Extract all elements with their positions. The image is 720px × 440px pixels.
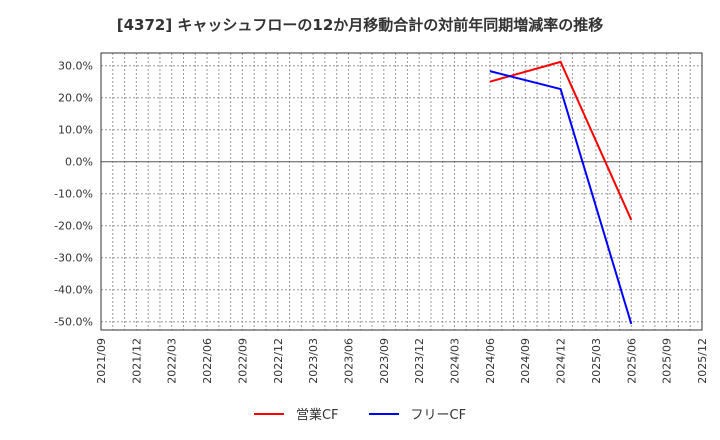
- y-tick-label: -10.0%: [54, 188, 93, 201]
- series-line: [489, 60, 633, 221]
- chart-title: [4372] キャッシュフローの12か月移動合計の対前年同期増減率の推移: [116, 16, 604, 34]
- x-tick-label: 2022/09: [236, 338, 249, 384]
- x-tick-label: 2025/06: [625, 338, 638, 384]
- x-tick-label: 2023/03: [307, 338, 320, 384]
- legend-label: フリーCF: [410, 408, 467, 423]
- x-tick-label: 2022/03: [166, 338, 179, 384]
- y-tick-label: 0.0%: [65, 156, 93, 169]
- y-tick-label: 30.0%: [58, 60, 93, 73]
- y-tick-label: -30.0%: [54, 252, 93, 265]
- legend: 営業CF フリーCF: [0, 404, 720, 423]
- x-tick-label: 2022/06: [201, 338, 214, 384]
- legend-item-operating-cf: 営業CF: [253, 404, 339, 423]
- x-tick-label: 2024/06: [484, 338, 497, 384]
- y-tick-label: -20.0%: [54, 220, 93, 233]
- x-tick-label: 2021/09: [95, 338, 108, 384]
- grid-lines: [101, 53, 702, 330]
- x-tick-label: 2025/03: [590, 338, 603, 384]
- x-axis: 2021/09 2021/12 2022/03 2022/06 2022/09 2022/…: [95, 338, 709, 384]
- legend-swatch-blue: [368, 412, 399, 415]
- y-tick-label: 10.0%: [58, 124, 93, 137]
- y-tick-label: -40.0%: [54, 284, 93, 297]
- legend-swatch-red: [253, 412, 284, 415]
- x-tick-label: 2021/12: [130, 338, 143, 384]
- series-lines: [489, 60, 633, 325]
- x-tick-label: 2023/12: [413, 338, 426, 384]
- y-tick-label: 20.0%: [58, 92, 93, 105]
- legend-label: 営業CF: [295, 408, 339, 423]
- x-tick-label: 2023/06: [342, 338, 355, 384]
- legend-item-free-cf: フリーCF: [368, 404, 467, 423]
- y-tick-label: -50.0%: [54, 316, 93, 329]
- x-tick-label: 2024/09: [519, 338, 532, 384]
- x-tick-label: 2025/09: [661, 338, 674, 384]
- x-tick-label: 2022/12: [272, 338, 285, 384]
- x-tick-label: 2023/09: [378, 338, 391, 384]
- series-line: [489, 70, 633, 325]
- x-tick-label: 2025/12: [696, 338, 709, 384]
- x-tick-label: 2024/12: [555, 338, 568, 384]
- x-tick-label: 2024/03: [449, 338, 462, 384]
- plot-frame: [100, 52, 703, 331]
- y-axis: 30.0% 20.0% 10.0% 0.0% -10.0% -20.0% -30.0% -40…: [54, 60, 93, 329]
